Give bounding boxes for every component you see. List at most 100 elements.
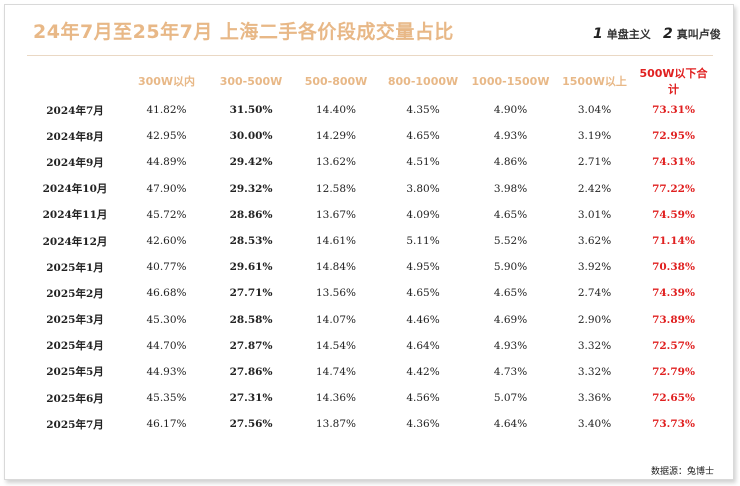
cell-period: 2025年7月 <box>46 418 104 431</box>
cell-over-1500w: 2.90% <box>577 313 612 326</box>
cell-over-1500w: 3.01% <box>577 208 612 221</box>
cell-period: 2024年11月 <box>42 209 108 222</box>
cell-period: 2025年3月 <box>46 314 104 327</box>
table-card: 24年7月至25年7月 上海二手各价段成交量占比 1 单盘主义 2 真叫卢俊 3… <box>4 4 734 480</box>
cell-under-300w: 41.82% <box>146 104 187 117</box>
cell-500-800w: 13.62% <box>315 156 357 169</box>
table-row: 2025年3月 45.30% 28.58% 14.07% 4.46% 4.69% 2.90%… <box>27 307 713 333</box>
brand-1-mark-icon: 1 <box>593 26 603 42</box>
cell-800-1000w: 4.64% <box>406 339 440 352</box>
cell-over-1500w: 3.32% <box>577 339 612 352</box>
cell-under-300w: 47.90% <box>146 182 187 195</box>
cell-under-500w-total: 74.59% <box>652 208 695 221</box>
cell-under-500w-total: 73.89% <box>652 313 695 326</box>
cell-800-1000w: 4.95% <box>406 261 440 274</box>
column-header-over-1500w: 1500W以上 <box>562 75 627 88</box>
cell-under-500w-total: 72.57% <box>652 339 695 352</box>
brand-logo-1: 1 单盘主义 <box>593 26 651 42</box>
column-header-500-800w: 500-800W <box>304 74 368 88</box>
title-divider <box>27 55 713 56</box>
cell-1000-1500w: 4.86% <box>493 156 528 169</box>
cell-500-800w: 13.87% <box>315 418 357 431</box>
cell-300-500w: 30.00% <box>229 130 273 143</box>
cell-over-1500w: 2.71% <box>577 156 612 169</box>
cell-300-500w: 27.71% <box>229 287 273 300</box>
cell-over-1500w: 3.32% <box>577 365 612 378</box>
data-table: 300W以内 300-500W 500-800W 800-1000W 1000-… <box>27 65 713 437</box>
cell-800-1000w: 4.51% <box>406 156 440 169</box>
table-row: 2024年11月 45.72% 28.86% 13.67% 4.09% 4.65% 3.01… <box>27 202 713 228</box>
cell-800-1000w: 5.11% <box>406 235 440 248</box>
table-row: 2024年12月 42.60% 28.53% 14.61% 5.11% 5.52% 3.62… <box>27 228 713 254</box>
column-header-800-1000w: 800-1000W <box>387 74 459 88</box>
cell-1000-1500w: 4.65% <box>493 287 528 300</box>
cell-800-1000w: 4.46% <box>406 313 440 326</box>
cell-300-500w: 27.31% <box>229 392 273 405</box>
cell-300-500w: 29.42% <box>229 156 273 169</box>
cell-period: 2025年1月 <box>46 261 104 274</box>
cell-under-500w-total: 72.65% <box>652 392 695 405</box>
table-row: 2025年1月 40.77% 29.61% 14.84% 4.95% 5.90% 3.92%… <box>27 254 713 280</box>
column-header-under-500w-total: 500W以下合计 <box>639 67 708 96</box>
table-row: 2024年10月 47.90% 29.32% 12.58% 3.80% 3.98% 2.42… <box>27 176 713 202</box>
cell-300-500w: 29.32% <box>229 182 273 195</box>
cell-period: 2025年6月 <box>46 392 104 405</box>
cell-over-1500w: 3.62% <box>577 235 612 248</box>
cell-under-300w: 42.60% <box>146 235 187 248</box>
table-row: 2024年7月 41.82% 31.50% 14.40% 4.35% 4.90% 3.04%… <box>27 97 713 123</box>
cell-period: 2025年5月 <box>46 366 104 379</box>
cell-500-800w: 14.61% <box>315 235 357 248</box>
column-header-300-500w: 300-500W <box>219 74 283 88</box>
page-title: 24年7月至25年7月 上海二手各价段成交量占比 <box>33 21 454 43</box>
column-header-under-300w: 300W以内 <box>137 75 196 88</box>
cell-500-800w: 14.54% <box>315 339 357 352</box>
data-source: 数据源：兔博士 <box>651 467 715 477</box>
cell-under-500w-total: 74.39% <box>652 287 695 300</box>
cell-under-500w-total: 72.95% <box>652 130 695 143</box>
cell-under-300w: 45.72% <box>146 208 187 221</box>
cell-period: 2024年10月 <box>42 183 108 196</box>
column-header-1000-1500w: 1000-1500W <box>471 74 550 88</box>
cell-800-1000w: 4.35% <box>406 104 440 117</box>
column-header-period <box>27 65 123 97</box>
cell-300-500w: 28.58% <box>229 313 273 326</box>
cell-300-500w: 27.87% <box>229 339 273 352</box>
cell-period: 2024年8月 <box>46 130 104 143</box>
table-row: 2025年7月 46.17% 27.56% 13.87% 4.36% 4.64% 3.40%… <box>27 411 713 437</box>
cell-1000-1500w: 4.69% <box>493 313 528 326</box>
cell-under-300w: 44.89% <box>146 156 187 169</box>
cell-500-800w: 13.67% <box>315 208 357 221</box>
cell-800-1000w: 3.80% <box>406 182 440 195</box>
cell-1000-1500w: 4.90% <box>493 104 528 117</box>
cell-500-800w: 14.36% <box>315 392 357 405</box>
cell-300-500w: 27.86% <box>229 365 273 378</box>
cell-over-1500w: 3.36% <box>577 392 612 405</box>
cell-under-500w-total: 73.73% <box>652 418 695 431</box>
brand-1-name: 单盘主义 <box>606 28 651 41</box>
cell-under-300w: 45.35% <box>146 392 187 405</box>
cell-under-300w: 40.77% <box>146 261 187 274</box>
brand-2-name: 真叫卢俊 <box>676 28 721 41</box>
table-body: 2024年7月 41.82% 31.50% 14.40% 4.35% 4.90% 3.04%… <box>27 97 713 437</box>
cell-under-500w-total: 70.38% <box>652 261 695 274</box>
cell-under-500w-total: 71.14% <box>652 235 695 248</box>
cell-1000-1500w: 5.07% <box>493 392 528 405</box>
cell-1000-1500w: 4.64% <box>493 418 528 431</box>
cell-1000-1500w: 4.73% <box>493 365 528 378</box>
cell-over-1500w: 3.40% <box>577 418 612 431</box>
cell-800-1000w: 4.36% <box>406 418 440 431</box>
cell-300-500w: 27.56% <box>229 418 273 431</box>
brand-2-mark-icon: 2 <box>663 26 673 42</box>
table-row: 2024年9月 44.89% 29.42% 13.62% 4.51% 4.86% 2.71%… <box>27 149 713 175</box>
cell-1000-1500w: 4.93% <box>493 130 528 143</box>
cell-period: 2024年12月 <box>42 235 108 248</box>
cell-800-1000w: 4.65% <box>406 130 440 143</box>
cell-under-500w-total: 77.22% <box>652 182 695 195</box>
cell-500-800w: 14.40% <box>315 104 357 117</box>
cell-under-500w-total: 73.31% <box>652 104 695 117</box>
cell-1000-1500w: 4.93% <box>493 339 528 352</box>
table-row: 2025年5月 44.93% 27.86% 14.74% 4.42% 4.73% 3.32%… <box>27 359 713 385</box>
cell-under-500w-total: 74.31% <box>652 156 695 169</box>
cell-800-1000w: 4.65% <box>406 287 440 300</box>
cell-500-800w: 14.29% <box>315 130 357 143</box>
